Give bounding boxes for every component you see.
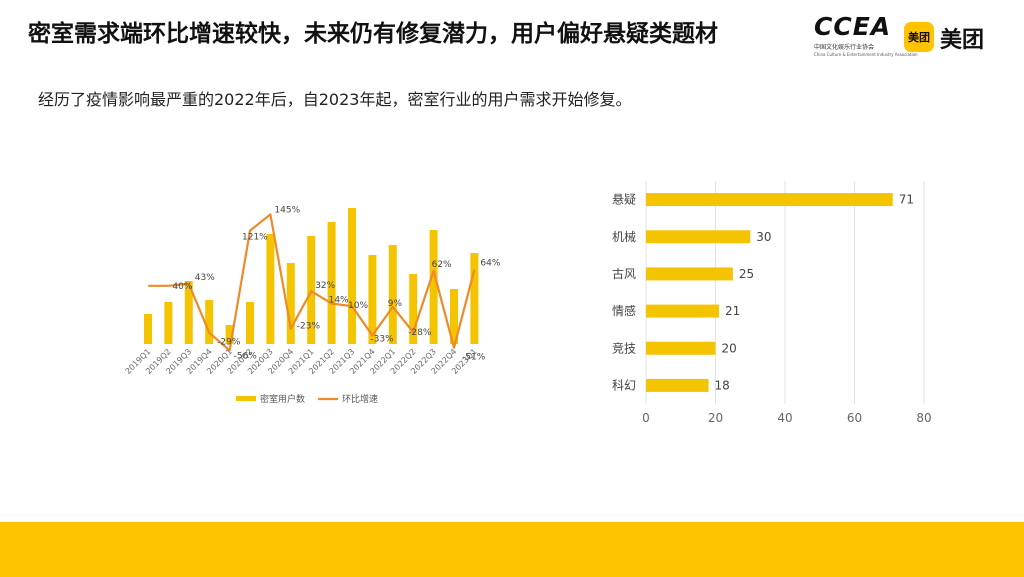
y-category-label: 竞技: [612, 341, 636, 355]
legend-bar-swatch: [236, 396, 256, 401]
growth-data-label: -56%: [234, 351, 258, 361]
growth-data-label: 10%: [348, 301, 368, 311]
users-bar-2023Q1: [470, 253, 479, 344]
users-bar-2022Q3: [429, 230, 438, 344]
ccea-logo: CCEA 中国文化娱乐行业协会 China Culture & Entertai…: [814, 12, 918, 62]
meituan-logo-text: 美团: [940, 28, 985, 53]
theme-value-label: 18: [715, 378, 730, 392]
users-bar-2021Q1: [307, 236, 316, 344]
users-bar-2020Q4: [286, 263, 295, 344]
legend-bar-label: 密室用户数: [260, 393, 305, 405]
users-bar-2019Q4: [205, 300, 214, 344]
users-bar-2019Q3: [184, 281, 193, 344]
x-tick-label: 20: [708, 411, 723, 425]
x-tick-label: 2021Q3: [328, 347, 357, 376]
users-bar-2021Q4: [368, 255, 377, 344]
x-tick-label: 2023Q1: [450, 347, 479, 376]
x-tick-label: 2021Q2: [307, 347, 336, 376]
y-category-label: 古风: [612, 266, 636, 281]
theme-bar-竞技: [646, 341, 716, 355]
users-bar-2020Q2: [246, 302, 254, 344]
growth-line: [168, 213, 476, 352]
meituan-logo-badge: 美团: [904, 22, 934, 52]
y-category-label: 悬疑: [612, 192, 636, 207]
growth-data-label: -33%: [370, 334, 394, 344]
legend-line-label: 环比增速: [342, 393, 378, 405]
growth-data-label: -23%: [297, 322, 321, 332]
ccea-logo-cn: 中国文化娱乐行业协会: [814, 44, 875, 51]
theme-bar-情感: [646, 304, 719, 318]
users-bar-2019Q1: [144, 314, 152, 344]
x-tick-label: 60: [847, 411, 862, 425]
growth-data-label: 32%: [315, 281, 335, 291]
x-tick-label: 2022Q2: [389, 347, 418, 376]
users-bar-2020Q3: [266, 234, 275, 344]
page-subtitle: 经历了疫情影响最严重的2022年后，自2023年起，密室行业的用户需求开始修复。: [38, 90, 632, 109]
x-tick-label: 40: [777, 411, 792, 425]
growth-data-label: 121%: [242, 233, 268, 243]
growth-data-label: 145%: [274, 205, 300, 215]
users-bar-2022Q2: [409, 274, 418, 344]
users-bar-2021Q2: [327, 222, 336, 344]
x-tick-label: 2022Q1: [368, 347, 397, 376]
growth-data-label: -51%: [462, 353, 486, 363]
x-tick-label: 2021Q1: [287, 347, 316, 376]
growth-data-label: 40%: [172, 282, 192, 292]
theme-value-label: 21: [725, 304, 740, 318]
users-bar-2022Q1: [388, 245, 397, 344]
page-title: 密室需求端环比增速较快，未来仍有修复潜力，用户偏好悬疑类题材: [28, 21, 718, 47]
x-tick-label: 2019Q3: [164, 347, 193, 376]
growth-data-label: 9%: [388, 299, 403, 309]
x-tick-label: 2022Q4: [430, 347, 459, 376]
x-tick-label: 2020Q1: [205, 347, 234, 376]
theme-value-label: 20: [722, 341, 737, 355]
x-tick-label: 2019Q2: [144, 347, 173, 376]
x-tick-label: 2020Q4: [266, 347, 295, 376]
y-category-label: 情感: [612, 303, 636, 318]
users-bar-2021Q3: [348, 208, 356, 344]
users-bar-2020Q1: [225, 325, 234, 344]
ccea-logo-mark: CCEA: [814, 12, 892, 41]
theme-value-label: 71: [899, 193, 914, 207]
x-tick-label: 2020Q2: [226, 347, 255, 376]
y-category-label: 机械: [612, 229, 636, 244]
growth-data-label: 62%: [432, 260, 452, 270]
growth-data-label: 43%: [195, 273, 215, 283]
x-tick-label: 80: [916, 411, 931, 425]
growth-data-label: 64%: [480, 258, 500, 268]
footer-band: [0, 522, 1024, 577]
users-bar-2019Q2: [164, 302, 173, 344]
theme-bar-科幻: [646, 378, 709, 392]
x-tick-label: 2019Q4: [185, 347, 214, 376]
x-tick-label: 2019Q1: [124, 347, 153, 376]
x-tick-label: 2021Q4: [348, 347, 377, 376]
x-tick-label: 2020Q3: [246, 347, 275, 376]
theme-value-label: 25: [739, 267, 754, 281]
users-bar-2022Q4: [450, 289, 458, 344]
theme-bar-悬疑: [646, 193, 893, 207]
theme-bar-古风: [646, 267, 733, 281]
growth-data-label: 14%: [329, 295, 349, 305]
theme-bar-机械: [646, 230, 751, 244]
x-tick-label: 2022Q3: [409, 347, 438, 376]
growth-data-label: -28%: [408, 328, 432, 338]
theme-value-label: 30: [756, 230, 771, 244]
y-category-label: 科幻: [612, 378, 636, 392]
growth-data-label: -29%: [217, 338, 241, 348]
x-tick-label: 0: [642, 411, 650, 425]
ccea-logo-en: China Culture & Entertainment Industry A…: [814, 52, 918, 57]
